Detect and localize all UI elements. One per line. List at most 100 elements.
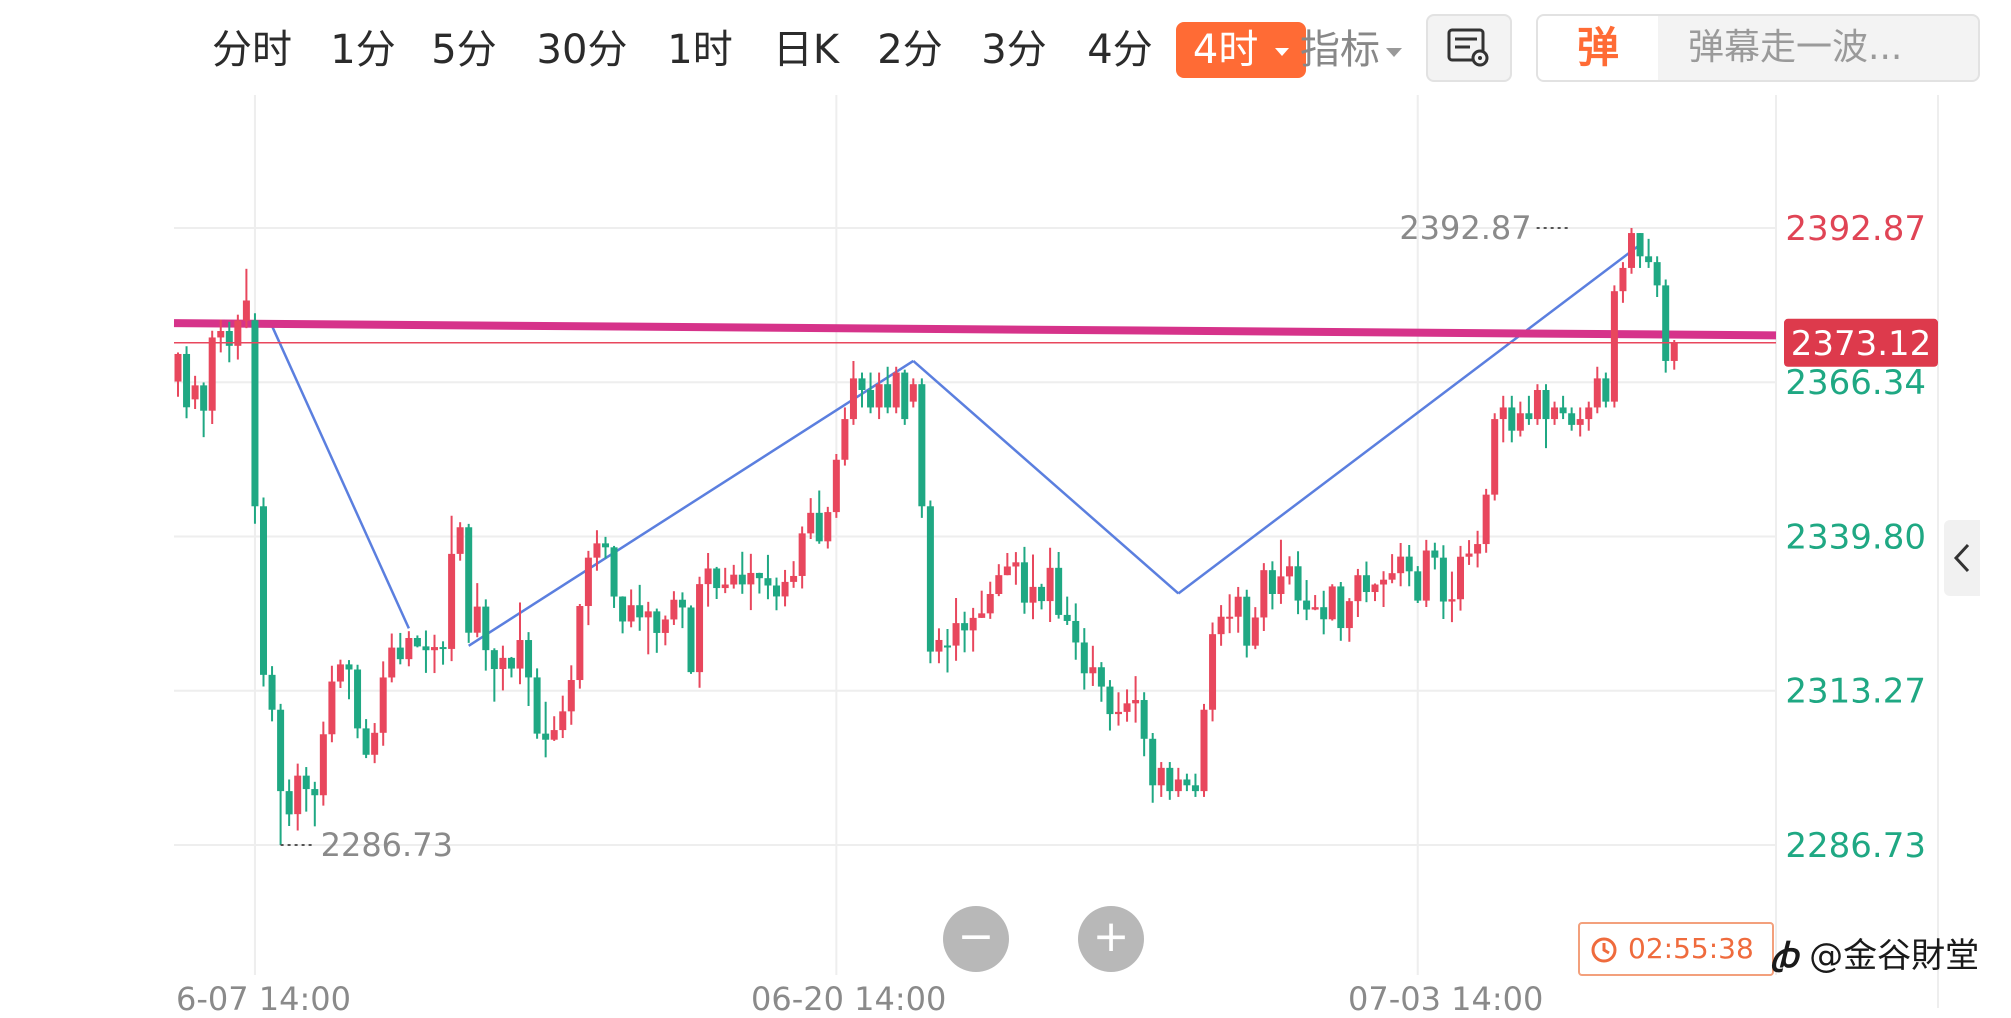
indicator-dropdown[interactable]: 指标	[1300, 22, 1402, 78]
candle-up	[388, 647, 396, 678]
candle-down	[755, 572, 763, 579]
candle-down	[901, 372, 909, 420]
candle-down	[533, 677, 541, 734]
resistance-line	[173, 319, 1777, 340]
candle-up	[516, 640, 524, 669]
candle-down	[773, 585, 780, 597]
chart-settings-button[interactable]	[1426, 14, 1512, 82]
period-tab-1h[interactable]: 1时	[667, 27, 733, 73]
candle-down	[311, 789, 319, 796]
chevron-down-icon	[1275, 48, 1290, 56]
period-tab-4h-active[interactable]: 4时	[1176, 22, 1306, 78]
period-toolbar: 分时 1分 5分 30分 1时 日K 2分 3分 4分 4时 指标 弹 弹幕走一…	[0, 0, 2011, 95]
candle-down	[345, 664, 353, 670]
period-tab-fenshi[interactable]: 分时	[212, 27, 292, 73]
y-axis-label: 2313.27	[1785, 672, 1926, 712]
candle-down	[610, 547, 618, 597]
candle-down	[926, 506, 934, 652]
candle-up	[832, 459, 840, 513]
period-tab-4min[interactable]: 4分	[1087, 27, 1153, 73]
candle-down	[542, 733, 550, 740]
candle-down	[1405, 556, 1413, 572]
candle-down	[1140, 700, 1148, 739]
candle-up	[328, 681, 336, 735]
candle-down	[815, 512, 823, 542]
candle-up	[1465, 553, 1473, 557]
candle-up	[841, 419, 849, 460]
period-tab-5min[interactable]: 5分	[431, 27, 497, 73]
candle-down	[944, 645, 951, 648]
x-tick-label: 6-07 14:00	[176, 980, 352, 1018]
candle-up	[1115, 711, 1122, 715]
candle-up	[567, 680, 575, 712]
settings-icon	[1447, 28, 1489, 67]
candle-down	[1337, 586, 1345, 629]
candles	[174, 228, 1678, 845]
watermark-text: @金谷財堂	[1809, 936, 1980, 976]
candle-up	[191, 385, 199, 400]
period-tab-3min[interactable]: 3分	[981, 27, 1047, 73]
candle-down	[268, 674, 276, 710]
y-axis-label: 2366.34	[1785, 363, 1926, 403]
candle-up	[1209, 634, 1217, 710]
axis-labels: 2392.87 2366.34 2339.80 2313.27 2286.73 2373.…	[1784, 209, 1938, 866]
x-tick-label: 06-20 14:00	[751, 980, 947, 1018]
candle-down	[251, 320, 259, 507]
caret-down-icon	[1386, 47, 1402, 57]
candle-up	[661, 619, 669, 633]
candle-up	[1226, 616, 1234, 619]
candle-up	[1422, 550, 1430, 601]
clock-icon	[1591, 937, 1617, 963]
candle-up	[456, 527, 464, 554]
candle-up	[824, 512, 832, 542]
candle-down	[465, 527, 473, 633]
candle-up	[319, 734, 327, 796]
candle-up	[1217, 616, 1225, 635]
period-tab-1min[interactable]: 1分	[330, 27, 396, 73]
candle-down	[1149, 738, 1157, 786]
candle-up	[704, 568, 712, 585]
candle-down	[490, 650, 498, 670]
candle-down	[482, 606, 490, 651]
candle-up	[473, 606, 481, 633]
weibo-logo-icon: ꞗ	[1770, 936, 1799, 976]
candle-up	[730, 574, 738, 585]
chart-grid	[174, 95, 1939, 1008]
candle-down	[1268, 570, 1276, 594]
candle-up	[294, 775, 302, 815]
candle-up	[593, 543, 601, 558]
candle-up	[1482, 494, 1490, 545]
candle-up	[807, 512, 815, 534]
period-tab-2min[interactable]: 2分	[877, 27, 943, 73]
candle-down	[413, 637, 421, 647]
candle-down	[858, 378, 866, 391]
candle-countdown: 02:55:38	[1578, 922, 1774, 976]
candle-up	[1516, 413, 1524, 431]
danmu-toggle-button[interactable]: 弹	[1538, 16, 1658, 80]
candle-down	[653, 611, 661, 633]
period-tab-30min[interactable]: 30分	[536, 27, 628, 73]
candle-up	[559, 711, 567, 731]
zoom-in-button[interactable]: +	[1078, 906, 1144, 972]
candle-up	[909, 384, 917, 402]
candle-up	[1371, 584, 1379, 593]
candle-down	[867, 390, 875, 408]
candle-down	[764, 578, 772, 586]
zoom-out-button[interactable]: −	[943, 906, 1009, 972]
candle-up	[1046, 567, 1054, 602]
candle-up	[217, 331, 225, 338]
candle-down	[1183, 779, 1191, 786]
candle-up	[1628, 233, 1635, 268]
candle-up	[174, 353, 182, 382]
collapse-panel-button[interactable]	[1944, 520, 1980, 596]
candle-down	[1568, 413, 1576, 425]
candle-up	[576, 606, 584, 681]
watermark: ꞗ @金谷財堂	[1770, 928, 1979, 977]
candle-down	[738, 574, 746, 585]
candle-up	[1397, 556, 1405, 574]
y-axis-label: 2286.73	[1785, 826, 1926, 866]
danmu-input[interactable]: 弹幕走一波...	[1688, 27, 1903, 68]
period-tab-daily[interactable]: 日K	[772, 27, 840, 73]
candle-up	[1551, 407, 1559, 420]
